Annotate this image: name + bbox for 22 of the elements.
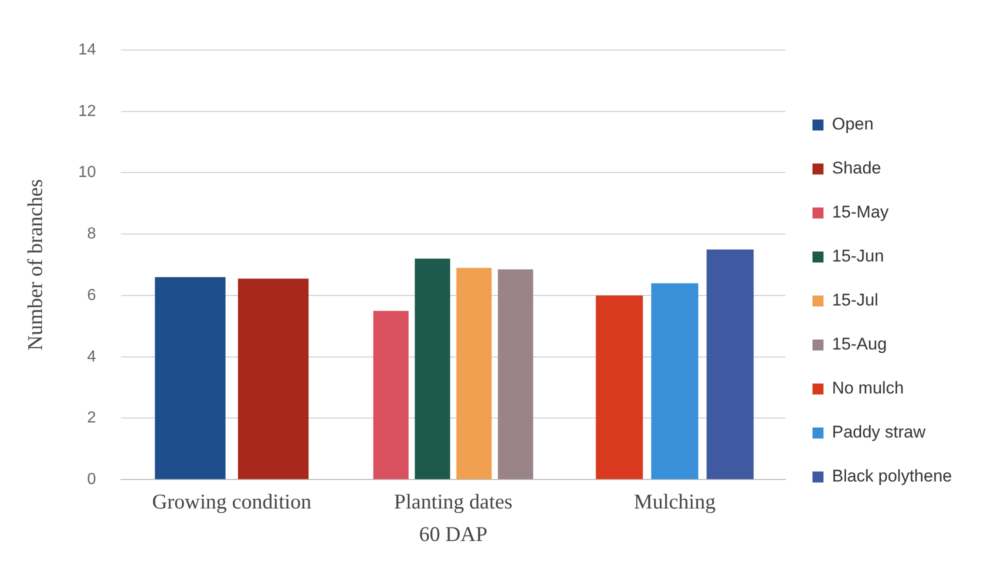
y-axis-title: Number of branches xyxy=(23,179,48,351)
legend-label: Paddy straw xyxy=(832,422,926,442)
y-tick-label: 12 xyxy=(78,102,96,120)
x-tick-label: Mulching xyxy=(634,490,716,514)
y-tick-label: 14 xyxy=(78,41,96,58)
x-axis-title: 60 DAP xyxy=(419,522,488,546)
legend-label: 15-Jun xyxy=(832,246,884,266)
legend-label: 15-Jul xyxy=(832,290,878,310)
x-tick-label: Growing condition xyxy=(152,490,312,514)
y-tick-label: 4 xyxy=(87,348,96,366)
y-tick-label: 10 xyxy=(78,164,96,182)
x-tick-label: Planting dates xyxy=(394,490,512,514)
legend-label: Black polythene xyxy=(832,466,952,486)
legend-label: 15-Aug xyxy=(832,334,887,354)
y-tick-label: 8 xyxy=(87,226,96,243)
y-tick-label: 6 xyxy=(87,286,96,304)
legend-label: Open xyxy=(832,114,874,134)
legend-label: Shade xyxy=(832,158,882,178)
legend-label: 15-May xyxy=(832,202,890,222)
legend-label: No mulch xyxy=(832,378,904,398)
y-tick-label: 0 xyxy=(87,471,96,488)
y-tick-label: 2 xyxy=(87,410,96,427)
